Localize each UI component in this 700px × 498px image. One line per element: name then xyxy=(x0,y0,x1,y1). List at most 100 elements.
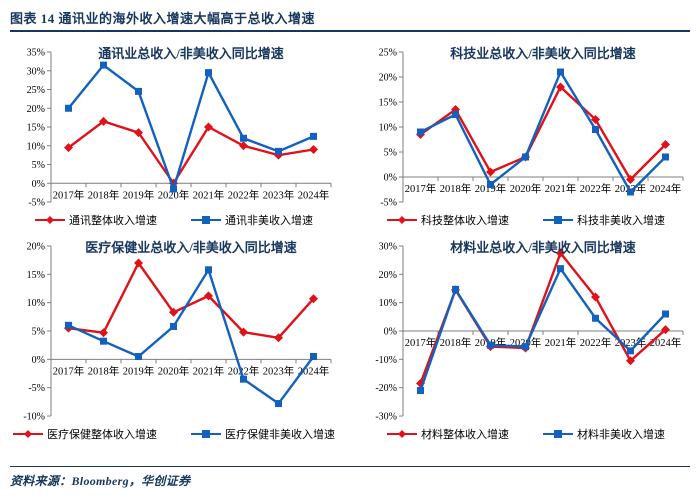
svg-text:2021年: 2021年 xyxy=(193,364,225,377)
legend-label: 通讯整体收入增速 xyxy=(69,215,157,227)
svg-text:2017年: 2017年 xyxy=(53,188,85,201)
svg-text:2017年: 2017年 xyxy=(405,336,437,349)
legend-item-total: 医疗保健整体收入增速 xyxy=(13,426,157,442)
svg-text:5%: 5% xyxy=(32,160,45,171)
svg-text:2022年: 2022年 xyxy=(228,188,260,201)
legend-label: 材料整体收入增速 xyxy=(421,429,509,441)
svg-text:-30%: -30% xyxy=(375,412,397,423)
svg-text:5%: 5% xyxy=(384,148,397,159)
report-header: 图表 14 通讯业的海外收入增速大幅高于总收入增速 xyxy=(10,6,690,36)
svg-text:-5%: -5% xyxy=(380,198,397,209)
legend-label: 医疗保健整体收入增速 xyxy=(47,429,157,441)
svg-text:-10%: -10% xyxy=(375,355,397,366)
header-divider xyxy=(10,30,690,32)
footer-divider xyxy=(10,466,690,467)
svg-text:-20%: -20% xyxy=(375,383,397,394)
blue-square-series-marker-icon xyxy=(191,430,221,438)
svg-text:30%: 30% xyxy=(379,242,397,253)
legend-label: 科技整体收入增速 xyxy=(421,215,509,227)
chart-panel-technology: 科技业总收入/非美收入同比增速 -5% 0% 5% 10% 15% 20% 25% 2017年… xyxy=(361,42,691,230)
chart-legend-healthcare: 医疗保健整体收入增速 医疗保健非美收入增速 xyxy=(9,424,339,444)
chart-title-healthcare: 医疗保健业总收入/非美收入同比增速 xyxy=(85,240,297,255)
blue-square-series-marker-icon xyxy=(543,430,573,438)
report-footer: 资料来源：Bloomberg，华创证券 xyxy=(10,466,690,489)
legend-item-nonus: 科技非美收入增速 xyxy=(543,212,665,228)
chart-legend-materials: 材料整体收入增速 材料非美收入增速 xyxy=(361,424,691,444)
chart-title-technology: 科技业总收入/非美收入同比增速 xyxy=(450,46,636,61)
legend-label: 通讯非美收入增速 xyxy=(225,215,313,227)
svg-text:20%: 20% xyxy=(379,73,397,84)
communications-line-chart: -5% 0% 5% 10% 15% 20% 25% 30% 35% 2017年 2018年 2019年… xyxy=(27,48,332,209)
svg-text:-5%: -5% xyxy=(28,383,45,394)
svg-text:25%: 25% xyxy=(27,85,45,96)
svg-text:10%: 10% xyxy=(27,298,45,309)
svg-text:2020年: 2020年 xyxy=(158,188,190,201)
legend-item-total: 材料整体收入增速 xyxy=(387,426,509,442)
svg-text:10%: 10% xyxy=(379,123,397,134)
svg-text:10%: 10% xyxy=(379,298,397,309)
svg-text:2022年: 2022年 xyxy=(228,364,260,377)
legend-label: 材料非美收入增速 xyxy=(577,429,665,441)
svg-text:2021年: 2021年 xyxy=(545,336,577,349)
svg-text:0%: 0% xyxy=(32,355,45,366)
svg-text:2019年: 2019年 xyxy=(475,182,507,195)
svg-text:2018年: 2018年 xyxy=(440,182,472,195)
legend-label: 医疗保健非美收入增速 xyxy=(225,429,335,441)
svg-text:-5%: -5% xyxy=(28,198,45,209)
svg-text:0%: 0% xyxy=(384,173,397,184)
svg-text:2024年: 2024年 xyxy=(298,188,330,201)
svg-text:30%: 30% xyxy=(27,66,45,77)
svg-text:35%: 35% xyxy=(27,48,45,59)
svg-text:5%: 5% xyxy=(32,327,45,338)
svg-text:2017年: 2017年 xyxy=(53,364,85,377)
svg-text:-10%: -10% xyxy=(23,412,45,423)
svg-text:15%: 15% xyxy=(27,123,45,134)
legend-label: 科技非美收入增速 xyxy=(577,215,665,227)
blue-square-series-marker-icon xyxy=(191,216,221,224)
svg-text:2018年: 2018年 xyxy=(440,336,472,349)
data-source-text: 资料来源：Bloomberg，华创证券 xyxy=(10,474,191,488)
svg-text:2018年: 2018年 xyxy=(88,188,120,201)
svg-text:2019年: 2019年 xyxy=(123,188,155,201)
red-diamond-series-marker-icon xyxy=(387,430,417,438)
blue-square-series-marker-icon xyxy=(543,216,573,224)
figure-title: 图表 14 通讯业的海外收入增速大幅高于总收入增速 xyxy=(10,11,316,26)
svg-text:2018年: 2018年 xyxy=(88,364,120,377)
svg-text:25%: 25% xyxy=(379,48,397,59)
red-diamond-series-marker-icon xyxy=(13,430,43,438)
legend-item-nonus: 材料非美收入增速 xyxy=(543,426,665,442)
svg-text:2020年: 2020年 xyxy=(158,364,190,377)
legend-item-total: 通讯整体收入增速 xyxy=(35,212,157,228)
legend-item-total: 科技整体收入增速 xyxy=(387,212,509,228)
svg-text:20%: 20% xyxy=(27,242,45,253)
technology-line-chart: -5%0%5%10%15%20%25%2017年 2018年 2019年 2020年 2… xyxy=(379,48,684,209)
svg-text:2023年: 2023年 xyxy=(263,364,295,377)
svg-text:2021年: 2021年 xyxy=(193,188,225,201)
svg-text:20%: 20% xyxy=(379,270,397,281)
svg-text:10%: 10% xyxy=(27,141,45,152)
svg-text:2023年: 2023年 xyxy=(263,188,295,201)
svg-text:2019年: 2019年 xyxy=(123,364,155,377)
svg-text:2024年: 2024年 xyxy=(650,182,682,195)
svg-text:2017年: 2017年 xyxy=(405,182,437,195)
materials-line-chart: -30%-20%-10%0%10%20%30%2017年2018年2019年20… xyxy=(375,242,684,423)
chart-title-communications: 通讯业总收入/非美收入同比增速 xyxy=(98,46,284,61)
svg-text:15%: 15% xyxy=(379,98,397,109)
svg-text:0%: 0% xyxy=(384,327,397,338)
chart-legend-communications: 通讯整体收入增速 通讯非美收入增速 xyxy=(9,210,339,230)
svg-text:0%: 0% xyxy=(32,179,45,190)
svg-text:2021年: 2021年 xyxy=(545,182,577,195)
svg-text:2022年: 2022年 xyxy=(580,182,612,195)
svg-text:2024年: 2024年 xyxy=(650,336,682,349)
chart-title-materials: 材料业总收入/非美收入同比增速 xyxy=(450,240,636,255)
svg-text:15%: 15% xyxy=(27,270,45,281)
chart-panel-communications: 通讯业总收入/非美收入同比增速 -5% 0% 5% 10% 15% 20% 25% 30% 35… xyxy=(9,42,339,230)
chart-legend-technology: 科技整体收入增速 科技非美收入增速 xyxy=(361,210,691,230)
chart-panel-healthcare: 医疗保健业总收入/非美收入同比增速 -10% -5% 0% 5% 10% 15% 20% 20… xyxy=(9,236,339,444)
legend-item-nonus: 通讯非美收入增速 xyxy=(191,212,313,228)
svg-text:2022年: 2022年 xyxy=(580,336,612,349)
legend-item-nonus: 医疗保健非美收入增速 xyxy=(191,426,335,442)
svg-text:20%: 20% xyxy=(27,104,45,115)
red-diamond-series-marker-icon xyxy=(387,216,417,224)
